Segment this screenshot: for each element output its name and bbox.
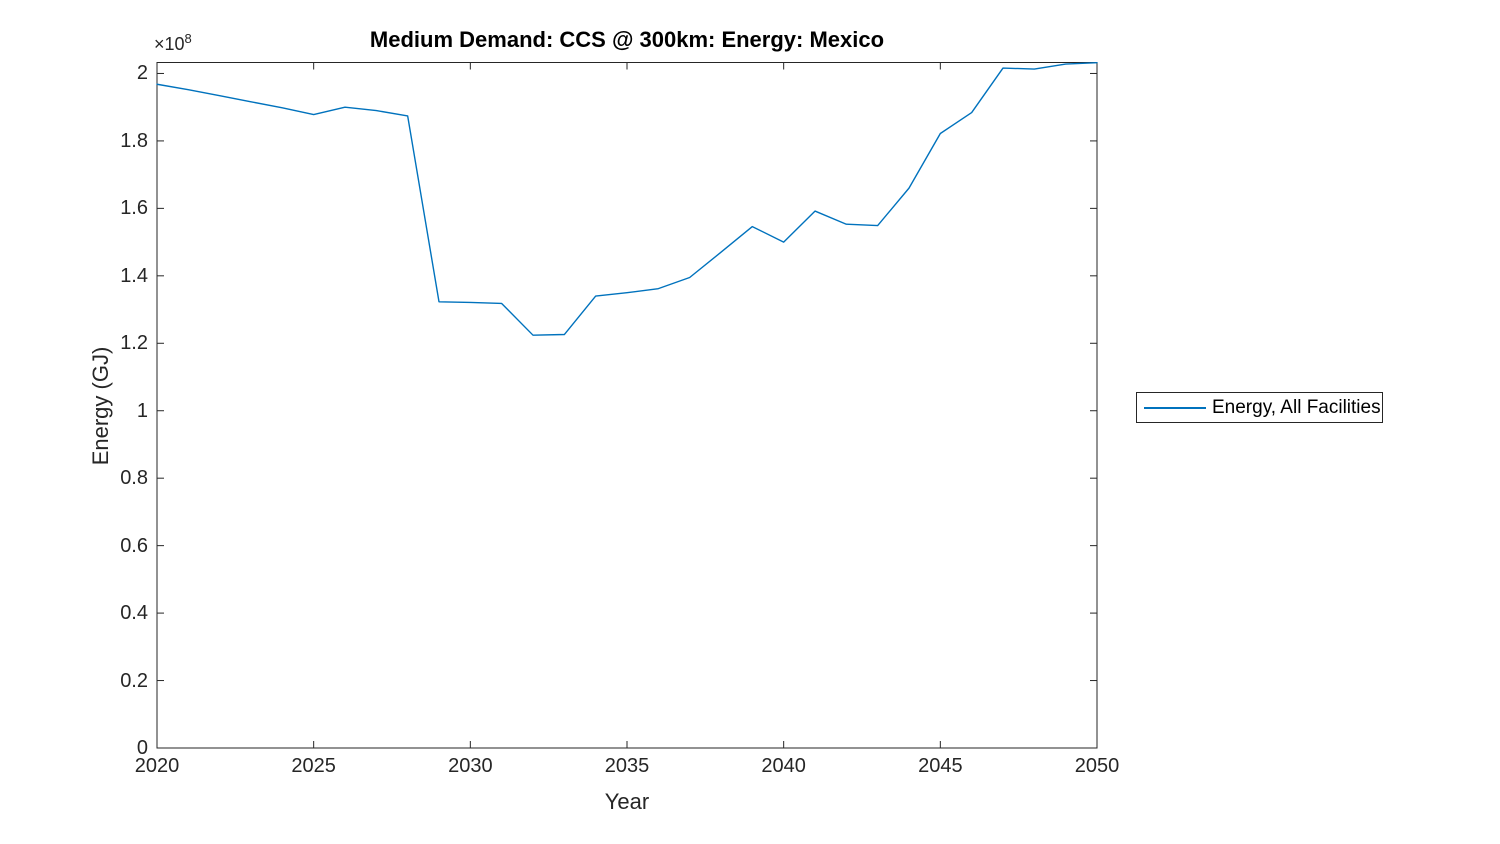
- y-tick-label: 0.8: [120, 467, 148, 490]
- x-axis-label: Year: [604, 789, 650, 814]
- y-axis-exponent-power: 8: [184, 31, 192, 46]
- y-tick-label: 0.2: [120, 669, 148, 692]
- energy-series-line: [156, 61, 1098, 336]
- legend-box: Energy, All Facilities: [1136, 392, 1383, 423]
- x-tick-label: 2030: [448, 755, 493, 777]
- y-axis-exponent-base: ×10: [154, 34, 185, 54]
- y-tick-label: 1.2: [120, 332, 148, 355]
- x-tick-label: 2045: [918, 755, 963, 777]
- y-tick-label: 1: [136, 399, 148, 422]
- y-tick-label: 0.6: [120, 534, 148, 557]
- y-tick-label: 0: [136, 737, 148, 759]
- legend-line-sample-icon: [1144, 406, 1206, 409]
- chart-title: Medium Demand: CCS @ 300km: Energy: Mexi…: [369, 27, 885, 52]
- x-tick-label: 2020: [134, 755, 180, 777]
- y-tick-label: 1.4: [120, 264, 148, 287]
- y-tick-label: 2: [136, 62, 148, 85]
- y-tick-label: 1.8: [120, 129, 148, 152]
- y-tick-label: 1.6: [120, 197, 148, 220]
- x-tick-label: 2035: [604, 755, 650, 777]
- y-axis-exponent-label: ×108: [154, 31, 192, 55]
- x-tick-label: 2050: [1074, 755, 1120, 777]
- y-tick-label: 0.4: [120, 602, 148, 625]
- legend-label: Energy, All Facilities: [1212, 396, 1381, 418]
- x-tick-label: 2040: [761, 755, 806, 777]
- x-tick-label: 2025: [291, 755, 336, 777]
- plot-area-border: [156, 62, 1098, 749]
